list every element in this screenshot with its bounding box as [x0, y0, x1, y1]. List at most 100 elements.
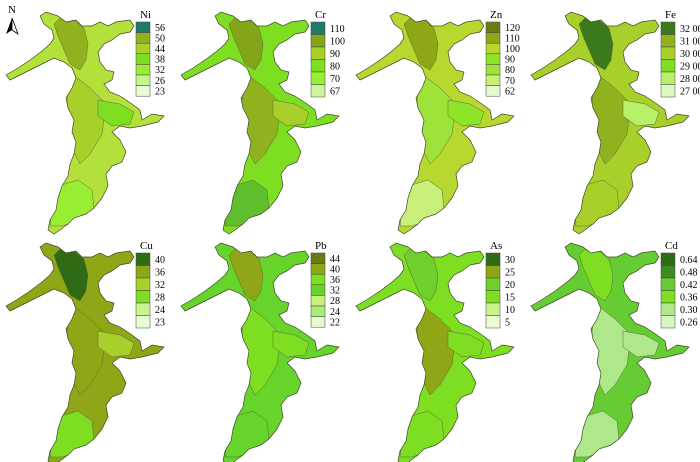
legend-title: Cr [315, 9, 326, 21]
legend-swatch [310, 284, 326, 296]
legend-swatch [660, 302, 676, 316]
legend-swatch [485, 53, 501, 65]
legend-tick: 23 [155, 317, 165, 328]
legend-swatch [660, 59, 676, 73]
legend-tick: 32 000 [680, 24, 700, 35]
concentration-zone [447, 330, 485, 358]
legend-tick: 120 [505, 23, 520, 34]
legend-swatch [660, 252, 676, 266]
legend-swatch [310, 71, 326, 85]
legend-tick: 0.48 [680, 267, 698, 278]
legend-tick: 100 [330, 36, 345, 47]
legend-title: Cu [140, 240, 153, 252]
concentration-zone [49, 410, 95, 458]
legend-swatch [485, 290, 501, 304]
legend-tick: 29 000 [680, 61, 700, 72]
concentration-zone [574, 410, 620, 458]
legend-swatch [310, 34, 326, 48]
concentration-zone [228, 17, 264, 71]
legend-tick: 38 [155, 55, 165, 66]
legend-swatch [485, 252, 501, 266]
legend-swatch [135, 64, 151, 76]
legend-swatch [135, 42, 151, 55]
legend-tick: 100 [505, 44, 520, 55]
legend-title: Fe [665, 9, 676, 21]
concentration-zone [272, 330, 310, 358]
legend-tick: 90 [330, 49, 340, 60]
concentration-zone [224, 179, 270, 227]
legend-title: Pb [315, 240, 327, 252]
legend-tick: 70 [505, 76, 515, 87]
legend-swatch [485, 32, 501, 44]
legend-tick: 28 [155, 292, 165, 303]
legend-swatch [485, 265, 501, 279]
legend-tick: 110 [330, 24, 345, 35]
legend-tick: 0.26 [680, 317, 698, 328]
concentration-zone [97, 99, 135, 127]
legend-tick: 10 [505, 305, 515, 316]
legend-swatch [660, 71, 676, 85]
legend-swatch [310, 21, 326, 35]
legend-tick: 30 [505, 255, 515, 266]
concentration-zone [403, 248, 439, 302]
legend-swatch [135, 315, 151, 329]
legend-tick: 40 [330, 264, 340, 275]
concentration-zone [578, 248, 614, 302]
legend-tick: 36 [330, 275, 340, 286]
reservoir-outline [5, 242, 165, 462]
legend-tick: 0.64 [680, 255, 698, 266]
legend-swatch [310, 295, 326, 307]
legend-title: As [490, 240, 502, 252]
legend-tick: 28 000 [680, 74, 700, 85]
legend-swatch [660, 84, 676, 98]
legend-tick: 15 [505, 292, 515, 303]
legend-swatch [485, 42, 501, 55]
legend-tick: 44 [330, 254, 340, 265]
concentration-zone [272, 99, 310, 127]
legend-swatch [485, 64, 501, 76]
legend-swatch [135, 252, 151, 266]
legend-tick: 20 [505, 280, 515, 291]
legend-tick: 50 [155, 33, 165, 44]
map-panel-cd: Cd0.640.48 0.420.36 0.300.26 [530, 240, 698, 462]
concentration-zone [622, 99, 660, 127]
legend-swatch [135, 32, 151, 44]
legend-title: Zn [490, 9, 503, 21]
north-arrow: N [4, 4, 20, 38]
legend-swatch [310, 263, 326, 275]
legend-swatch [135, 53, 151, 65]
legend-title: Ni [140, 9, 151, 21]
legend-swatch [135, 290, 151, 304]
legend-tick: 24 [155, 305, 165, 316]
legend-tick: 22 [330, 317, 340, 328]
legend-swatch [485, 21, 501, 33]
legend-tick: 32 [155, 65, 165, 76]
legend-swatch [310, 46, 326, 60]
legend-tick: 67 [330, 86, 340, 97]
legend-tick: 32 [330, 286, 340, 297]
legend-swatch [135, 265, 151, 279]
legend-swatch [660, 34, 676, 48]
concentration-zone [578, 17, 614, 71]
reservoir-outline [530, 11, 690, 235]
north-arrow-icon [6, 17, 19, 36]
legend-swatch [660, 290, 676, 304]
reservoir-outline [530, 242, 690, 462]
legend-swatch [660, 21, 676, 35]
concentration-zone [53, 248, 89, 302]
legend-tick: 25 [505, 267, 515, 278]
concentration-zone [447, 99, 485, 127]
legend-swatch [660, 277, 676, 291]
north-label: N [8, 4, 16, 16]
legend-swatch [310, 84, 326, 98]
legend-swatch [135, 302, 151, 316]
legend-swatch [310, 252, 326, 264]
legend-title: Cd [665, 240, 678, 252]
legend-swatch [660, 46, 676, 60]
legend-tick: 0.42 [680, 280, 698, 291]
